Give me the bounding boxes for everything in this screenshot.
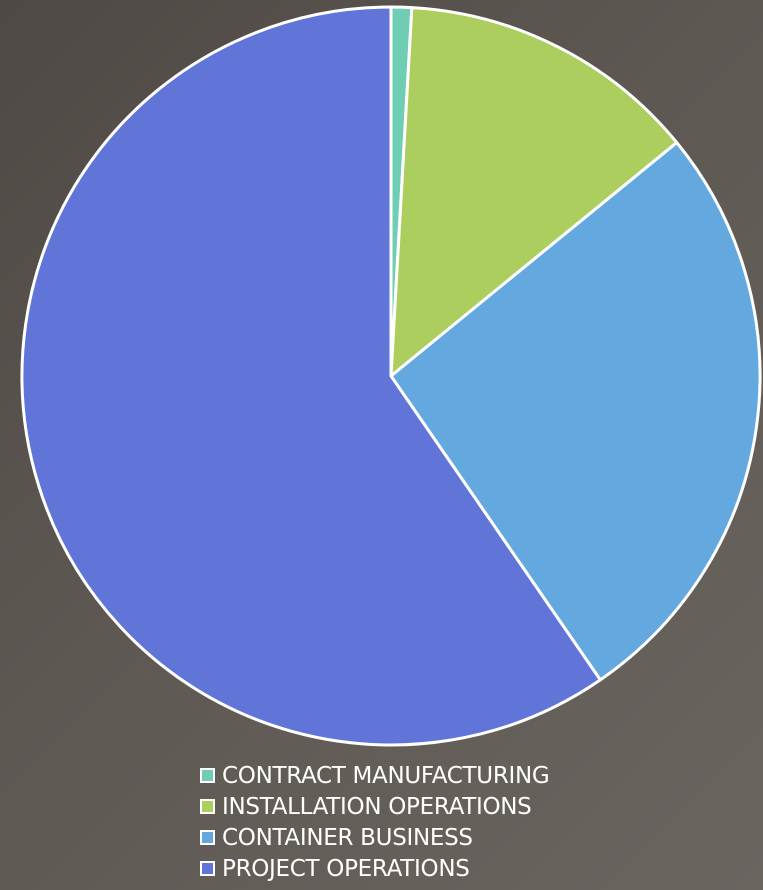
legend-label: CONTAINER BUSINESS [222,824,473,851]
legend-swatch [200,861,215,876]
pie-chart [20,5,762,747]
legend: CONTRACT MANUFACTURING INSTALLATION OPERA… [200,760,740,884]
pie-slice-project-operations [20,5,602,747]
legend-label: INSTALLATION OPERATIONS [222,793,532,820]
legend-swatch [200,830,215,845]
pie-slice-container-business [389,141,762,682]
legend-item: CONTAINER BUSINESS [200,822,740,853]
legend-swatch [200,799,215,814]
legend-item: CONTRACT MANUFACTURING [200,760,740,791]
pie-slice-installation-operations [389,6,679,378]
legend-label: PROJECT OPERATIONS [222,855,470,882]
legend-swatch [200,768,215,783]
legend-label: CONTRACT MANUFACTURING [222,762,550,789]
legend-item: PROJECT OPERATIONS [200,853,740,884]
legend-item: INSTALLATION OPERATIONS [200,791,740,822]
